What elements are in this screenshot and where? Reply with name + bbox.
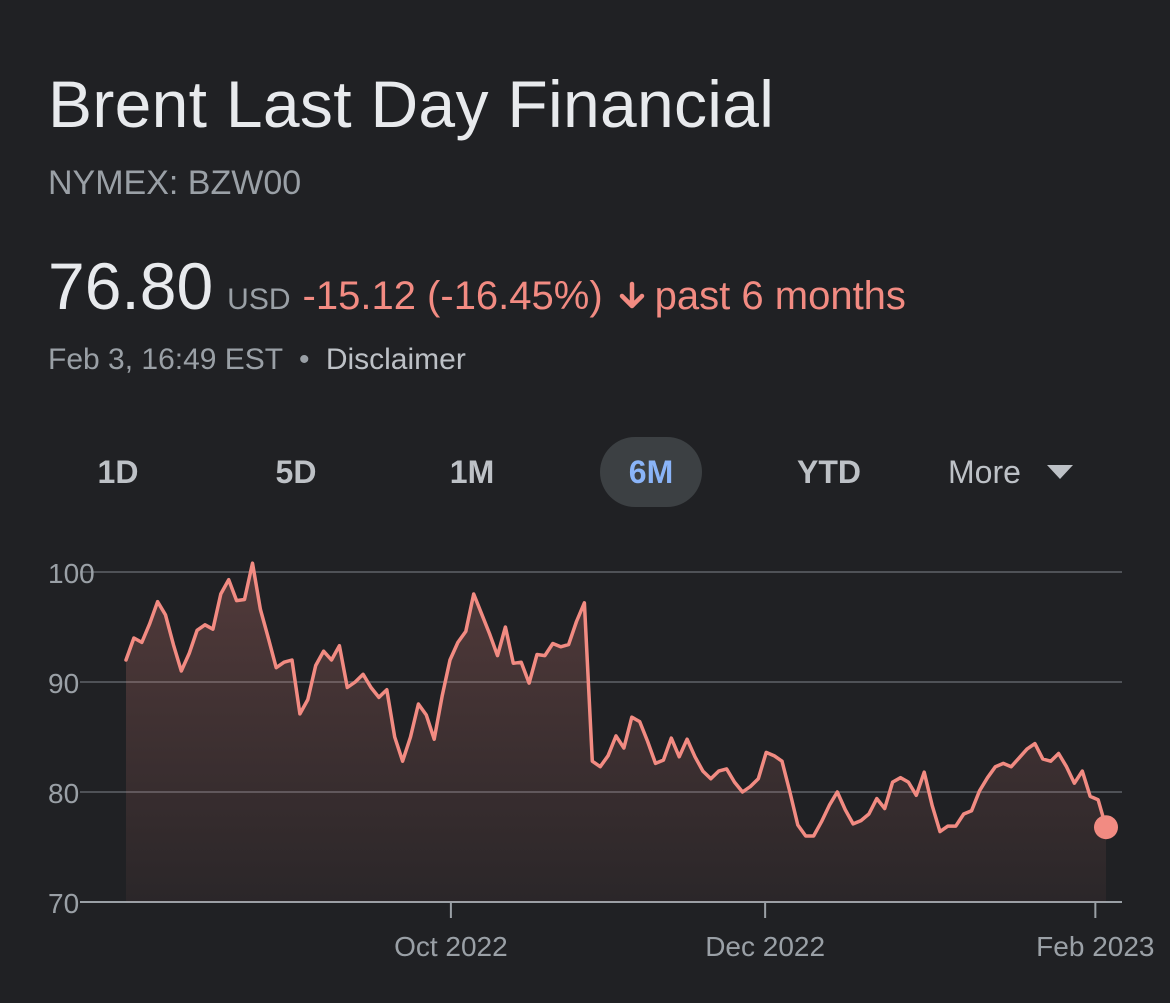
- range-tabs: 1D 5D 1M 6M YTD More: [0, 437, 1170, 507]
- arrow-down-icon: [617, 281, 647, 311]
- tab-6m[interactable]: 6M: [600, 437, 702, 507]
- quote-meta: Feb 3, 16:49 EST • Disclaimer: [48, 343, 466, 377]
- y-tick-label: 70: [48, 888, 79, 919]
- last-price-point[interactable]: [1094, 815, 1118, 840]
- tab-more-label: More: [948, 454, 1021, 490]
- disclaimer-link[interactable]: Disclaimer: [325, 343, 466, 376]
- y-axis-labels: 100 90 80 70: [48, 558, 95, 919]
- price-line: [124, 561, 1108, 838]
- y-tick-label: 90: [48, 668, 79, 699]
- current-price: 76.80: [48, 249, 214, 323]
- change-period: past 6 months: [654, 274, 906, 318]
- quote-row: 76.80 USD -15.12 (-16.45%) past 6 months: [48, 248, 906, 324]
- ticker-symbol: NYMEX: BZW00: [48, 164, 302, 202]
- x-tick-label: Dec 2022: [705, 931, 825, 962]
- price-change: -15.12 (-16.45%): [302, 274, 603, 318]
- tab-1d[interactable]: 1D: [97, 454, 139, 490]
- page-title: Brent Last Day Financial: [48, 67, 775, 141]
- separator-dot: •: [298, 343, 310, 376]
- tab-more[interactable]: More: [948, 437, 1098, 507]
- x-tick-label: Oct 2022: [394, 931, 508, 962]
- price-chart[interactable]: 100 90 80 70 Oct 2022 Dec 2022 Feb 2023: [0, 540, 1170, 1003]
- timestamp: Feb 3, 16:49 EST: [48, 343, 283, 376]
- x-axis: Oct 2022 Dec 2022 Feb 2023: [394, 902, 1155, 962]
- price-area: [126, 563, 1106, 902]
- y-tick-label: 80: [48, 778, 79, 809]
- y-tick-label: 100: [48, 558, 95, 589]
- currency-label: USD: [227, 283, 291, 316]
- caret-down-icon: [1046, 464, 1073, 479]
- tab-ytd[interactable]: YTD: [797, 454, 861, 490]
- tab-1m[interactable]: 1M: [449, 454, 495, 490]
- x-tick-label: Feb 2023: [1036, 931, 1154, 962]
- tab-5d[interactable]: 5D: [275, 454, 317, 490]
